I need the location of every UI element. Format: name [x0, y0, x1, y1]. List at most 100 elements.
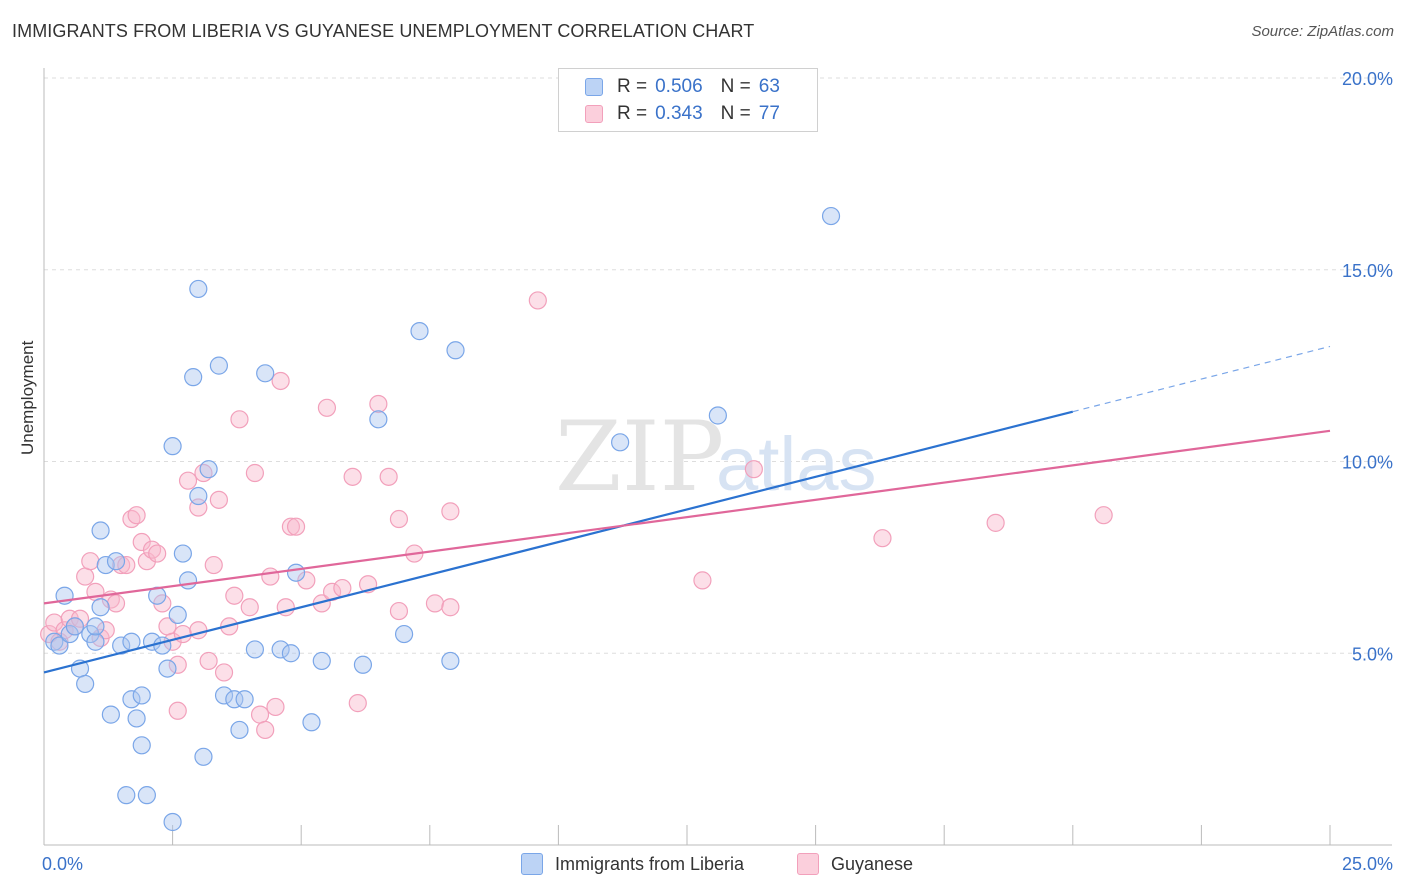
- liberia-point: [153, 636, 172, 655]
- guyanese-point: [127, 506, 146, 525]
- bottom-legend-guyanese: Guyanese: [797, 852, 913, 876]
- bottom-legend-liberia: Immigrants from Liberia: [521, 852, 744, 876]
- liberia-point: [132, 736, 151, 755]
- liberia-point: [158, 659, 177, 678]
- liberia-point: [178, 571, 198, 590]
- liberia-point: [353, 655, 373, 674]
- grid-lines: [44, 77, 1392, 654]
- legend-row-liberia: R = 0.506 N = 63: [585, 75, 786, 99]
- bottom-legend-label-guyanese: Guyanese: [831, 853, 914, 874]
- bottom-legend-label-liberia: Immigrants from Liberia: [555, 853, 745, 874]
- guyanese-point: [441, 502, 460, 521]
- liberia-point: [194, 747, 213, 766]
- guyanese-point: [369, 394, 388, 414]
- guyanese-point: [173, 624, 192, 644]
- liberia-point: [50, 636, 69, 655]
- liberia-point: [302, 713, 321, 732]
- guyanese-point: [266, 697, 285, 717]
- liberia-point: [245, 640, 265, 659]
- liberia-point: [225, 690, 244, 709]
- axes: [43, 68, 1392, 846]
- legend-r-value: 0.506: [655, 76, 703, 97]
- guyanese-points: [40, 291, 1113, 740]
- legend-swatch-liberia: [585, 78, 603, 96]
- legend-r-value: 0.343: [655, 103, 703, 124]
- liberia-point: [91, 598, 110, 617]
- liberia-point: [65, 617, 84, 636]
- guyanese-point: [204, 555, 223, 575]
- liberia-point: [184, 368, 203, 387]
- guyanese-point: [317, 398, 337, 417]
- x-tick-label: 0.0%: [42, 854, 83, 874]
- liberia-point: [410, 322, 429, 341]
- trend-lines: [43, 345, 1331, 674]
- guyanese-point: [230, 410, 249, 429]
- liberia-point: [821, 206, 841, 226]
- y-tick-label: 15.0%: [1342, 261, 1393, 281]
- guyanese-point: [245, 463, 265, 483]
- guyanese-point: [271, 371, 290, 391]
- guyanese-point: [240, 598, 259, 617]
- guyanese-point: [137, 552, 156, 571]
- liberia-point: [312, 651, 331, 671]
- liberia-trend-line: [43, 410, 1074, 674]
- liberia-point: [91, 521, 110, 540]
- liberia-point: [441, 651, 460, 671]
- guyanese-point: [132, 532, 151, 552]
- liberia-point: [611, 433, 630, 452]
- guyanese-point: [425, 594, 445, 613]
- liberia-point: [209, 356, 228, 375]
- guyanese-point: [76, 567, 95, 586]
- liberia-point: [189, 279, 208, 299]
- guyanese-point: [189, 621, 208, 640]
- liberia-point: [101, 705, 120, 724]
- liberia-point: [76, 674, 95, 694]
- guyanese-point: [986, 513, 1005, 532]
- guyanese-point: [281, 517, 301, 536]
- liberia-point: [112, 636, 131, 655]
- liberia-point: [86, 617, 105, 636]
- y-tick-label: 5.0%: [1352, 644, 1393, 664]
- guyanese-point: [117, 555, 136, 575]
- liberia-point: [96, 555, 115, 575]
- liberia-point: [86, 632, 105, 651]
- liberia-point: [117, 786, 136, 805]
- legend-r-label: R =: [617, 76, 648, 97]
- guyanese-point: [873, 529, 892, 548]
- liberia-point: [271, 640, 290, 659]
- guyanese-point: [214, 663, 234, 682]
- guyanese-point: [168, 701, 187, 720]
- correlation-legend: R = 0.506 N = 63 R = 0.343 N = 77: [558, 68, 818, 132]
- legend-n-value: 77: [758, 103, 780, 124]
- liberia-trend-extension: [1072, 345, 1331, 413]
- liberia-point: [127, 709, 146, 728]
- liberia-point: [230, 720, 249, 740]
- legend-n-label: N =: [720, 103, 751, 124]
- guyanese-point: [286, 517, 306, 536]
- guyanese-point: [168, 655, 187, 674]
- liberia-point: [122, 690, 141, 709]
- chart-title: IMMIGRANTS FROM LIBERIA VS GUYANESE UNEM…: [12, 21, 755, 41]
- guyanese-point: [343, 467, 362, 486]
- liberia-point: [137, 786, 156, 805]
- guyanese-point: [389, 601, 409, 621]
- guyanese-point: [225, 586, 244, 605]
- source-credit: Source: ZipAtlas.com: [1251, 23, 1394, 40]
- guyanese-point: [250, 705, 270, 724]
- liberia-point: [708, 406, 727, 425]
- guyanese-point: [744, 460, 763, 479]
- y-tick-label: 10.0%: [1342, 453, 1393, 473]
- guyanese-point: [389, 509, 409, 529]
- guyanese-point: [256, 720, 275, 740]
- liberia-point: [199, 460, 218, 479]
- watermark: ZIP atlas: [555, 401, 877, 513]
- guyanese-point: [50, 632, 69, 651]
- legend-n-value: 63: [758, 76, 780, 97]
- y-tick-label: 20.0%: [1342, 69, 1393, 89]
- guyanese-point: [441, 598, 460, 617]
- liberia-point: [256, 364, 275, 383]
- legend-r-label: R =: [617, 103, 648, 124]
- legend-swatch-guyanese: [585, 105, 603, 123]
- guyanese-point: [199, 651, 218, 671]
